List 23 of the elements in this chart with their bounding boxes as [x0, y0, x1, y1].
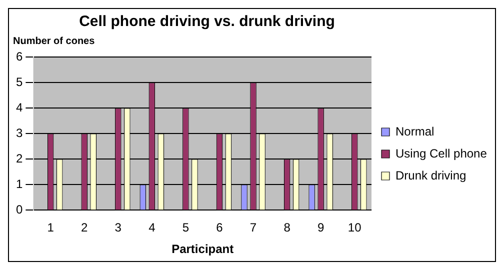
y-tick-label: 2: [16, 152, 23, 166]
x-tick-label: 7: [250, 220, 257, 235]
x-tick-label: 4: [148, 220, 156, 235]
legend-label: Using Cell phone: [396, 146, 488, 160]
y-axis-title: Number of cones: [13, 36, 96, 47]
legend-label: Drunk driving: [396, 168, 466, 182]
x-tick-label: 8: [284, 220, 291, 235]
y-tick-label: 4: [16, 100, 23, 115]
y-tick-label: 1: [16, 177, 23, 192]
x-tick-label: 3: [114, 220, 122, 235]
x-tick-label: 2: [81, 220, 88, 235]
x-tick-label: 6: [216, 220, 224, 235]
y-tick-label: 3: [16, 126, 23, 140]
x-tick-label: 5: [182, 220, 190, 235]
y-tick-label: 0: [16, 202, 23, 217]
legend-label: Normal: [396, 124, 434, 138]
x-tick-label: 1: [47, 220, 54, 235]
x-tick-label: 10: [348, 220, 362, 235]
y-tick-label: 6: [16, 50, 23, 64]
x-axis-title: Participant: [172, 242, 234, 256]
x-tick-label: 9: [317, 220, 324, 235]
y-tick-label: 5: [16, 75, 23, 90]
chart-title: Cell phone driving vs. drunk driving: [78, 13, 336, 30]
